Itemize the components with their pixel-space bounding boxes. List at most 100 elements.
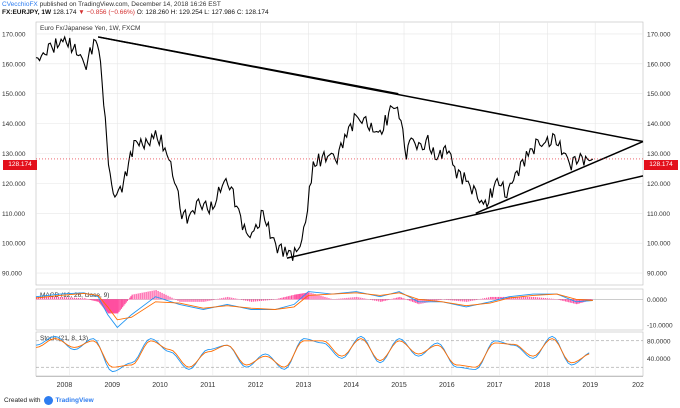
x-tick-label: 2014	[343, 382, 359, 389]
macd-histogram-bar	[381, 299, 383, 302]
macd-histogram-bar	[270, 299, 273, 300]
macd-histogram-bar	[564, 299, 567, 302]
x-tick-label: 2019	[582, 382, 598, 389]
macd-histogram-bar	[456, 299, 458, 301]
last-value: 128.174	[52, 9, 77, 16]
macd-histogram-bar	[569, 299, 571, 303]
macd-histogram-bar	[352, 297, 354, 300]
macd-histogram-bar	[493, 296, 495, 300]
macd-histogram-bar	[523, 296, 525, 300]
macd-histogram-bar	[177, 299, 179, 301]
macd-histogram-bar	[584, 299, 586, 302]
macd-histogram-bar	[558, 299, 560, 300]
macd-histogram-bar	[370, 299, 372, 300]
macd-histogram-bar	[407, 299, 409, 301]
macd-histogram-bar	[374, 299, 376, 301]
macd-histogram-bar	[110, 299, 112, 314]
macd-histogram-bar	[241, 299, 243, 300]
macd-histogram-bar	[295, 294, 297, 300]
x-tick-label: 2018	[535, 382, 551, 389]
macd-histogram-bar	[207, 299, 209, 302]
x-tick-label: 2009	[104, 382, 120, 389]
tradingview-brand[interactable]: TradingView	[55, 397, 94, 404]
macd-histogram-bar	[318, 295, 320, 300]
macd-histogram-bar	[103, 299, 105, 309]
macd-histogram-bar	[297, 294, 299, 300]
macd-histogram-bar	[286, 296, 288, 300]
macd-histogram-bar	[261, 299, 263, 301]
macd-histogram-bar	[193, 299, 195, 302]
macd-histogram-bar	[498, 296, 500, 300]
macd-histogram-bar	[346, 297, 348, 300]
macd-histogram-bar	[171, 297, 173, 300]
macd-histogram-bar	[328, 298, 330, 300]
macd-histogram-bar	[468, 299, 470, 302]
macd-histogram-bar	[55, 296, 58, 300]
macd-histogram-bar	[217, 298, 219, 300]
stoch-d-line	[35, 338, 590, 368]
macd-histogram-bar	[491, 296, 493, 300]
x-tick-label: 2008	[57, 382, 73, 389]
macd-histogram-bar	[340, 298, 342, 300]
macd-histogram-bar	[415, 299, 417, 304]
macd-histogram-bar	[213, 299, 215, 300]
macd-histogram-bar	[458, 299, 460, 302]
macd-histogram-bar	[126, 299, 129, 302]
macd-histogram-bar	[133, 294, 135, 300]
macd-histogram-bar	[515, 296, 517, 300]
macd-histogram-bar	[384, 299, 387, 301]
macd-histogram-bar	[486, 297, 488, 300]
macd-histogram-bar	[300, 293, 302, 300]
x-tick-label: 2017	[487, 382, 503, 389]
macd-histogram-bar	[284, 296, 286, 300]
macd-histogram-bar	[472, 299, 474, 301]
macd-histogram-bar	[294, 294, 296, 300]
macd-histogram-bar	[470, 299, 472, 302]
macd-histogram-bar	[539, 297, 541, 300]
stoch-y-tick-label: 80.0000	[647, 338, 671, 345]
macd-histogram-bar	[535, 297, 537, 300]
panel-frame	[35, 288, 644, 331]
price-series-line	[35, 35, 594, 261]
macd-histogram-bar	[364, 298, 366, 300]
macd-histogram-bar	[537, 297, 539, 300]
macd-histogram-bar	[153, 290, 155, 300]
y-tick-label-right: 120.000	[647, 181, 671, 188]
macd-histogram-bar	[191, 299, 193, 302]
macd-histogram-bar	[101, 299, 103, 306]
macd-histogram-bar	[552, 298, 555, 300]
published-text: published on TradingView.com, December 1…	[39, 1, 221, 8]
y-tick-label-right: 170.000	[647, 31, 671, 38]
macd-histogram-bar	[304, 292, 307, 300]
macd-histogram-bar	[195, 299, 197, 302]
macd-histogram-bar	[125, 299, 127, 303]
macd-histogram-bar	[402, 298, 404, 300]
symbol-prefix: FX:EURJPY, 1W	[2, 9, 52, 16]
x-tick-label: 2013	[296, 382, 312, 389]
macd-histogram-bar	[137, 293, 139, 300]
macd-histogram-bar	[181, 299, 183, 302]
macd-histogram-bar	[119, 299, 121, 311]
author-link[interactable]: CVecchioFX	[2, 1, 38, 8]
macd-histogram-bar	[320, 295, 322, 300]
macd-histogram-bar	[358, 297, 360, 300]
change-value: ▼ −0.856 (−0.66%)	[78, 9, 135, 16]
y-tick-label-right: 130.000	[647, 151, 671, 158]
macd-histogram-bar	[494, 296, 497, 300]
ohlc-values: O: 128.260 H: 129.254 L: 127.986 C: 128.…	[136, 9, 269, 16]
macd-histogram-bar	[316, 294, 318, 300]
y-tick-label-right: 160.000	[647, 61, 671, 68]
x-tick-label: 2016	[439, 382, 455, 389]
macd-histogram-bar	[410, 299, 412, 302]
macd-histogram-bar	[111, 299, 113, 314]
macd-histogram-bar	[354, 297, 356, 300]
macd-histogram-bar	[69, 297, 72, 300]
macd-histogram-bar	[545, 298, 547, 300]
macd-histogram-bar	[543, 297, 545, 300]
y-tick-label-left: 120.000	[2, 181, 26, 188]
macd-signal-line	[35, 292, 593, 321]
x-tick-label: 2012	[248, 382, 264, 389]
footer: Created with TradingView	[4, 396, 94, 405]
x-tick-label: 202	[632, 382, 644, 389]
